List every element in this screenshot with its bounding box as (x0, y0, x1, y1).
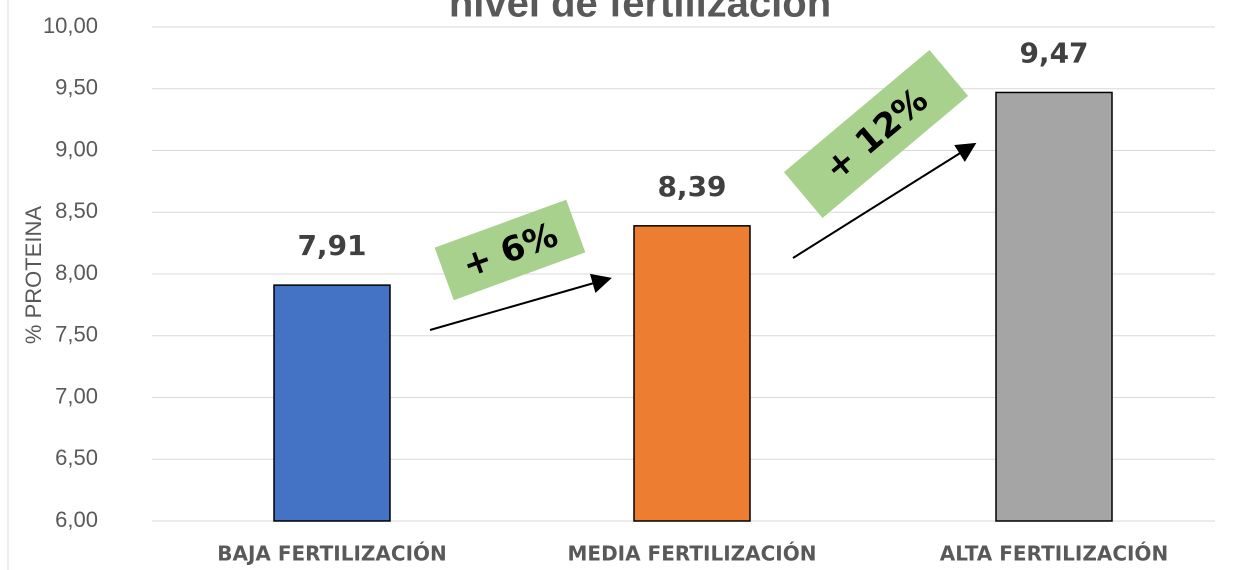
arrow (792, 142, 977, 259)
y-tick-label: 9,50 (55, 75, 98, 100)
value-label: 9,47 (1019, 36, 1088, 69)
chart-title: nivel de fertilización (449, 0, 831, 26)
y-tick-label: 7,00 (55, 383, 98, 408)
value-label: 8,39 (657, 170, 726, 203)
y-axis-title: % PROTEINA (21, 206, 46, 344)
x-tick-label: ALTA FERTILIZACIÓN (940, 542, 1168, 566)
y-tick-label: 9,00 (55, 136, 98, 161)
y-tick-label: 8,00 (55, 260, 98, 285)
x-tick-label: MEDIA FERTILIZACIÓN (568, 542, 817, 566)
y-tick-label: 7,50 (55, 322, 98, 347)
bar (633, 225, 751, 522)
annotation-bg (434, 199, 586, 301)
annotation-bg (783, 49, 969, 219)
bar (995, 91, 1113, 522)
value-label: 7,91 (297, 229, 366, 262)
x-tick-label: BAJA FERTILIZACIÓN (217, 542, 447, 566)
annotation-box: + 6% (434, 199, 586, 301)
y-tick-label: 6,00 (55, 507, 98, 532)
bar (273, 284, 391, 522)
bars (273, 91, 1113, 522)
y-tick-label: 6,50 (55, 445, 98, 470)
y-tick-label: 10,00 (43, 13, 98, 38)
y-tick-label: 8,50 (55, 198, 98, 223)
arrow (429, 273, 612, 331)
annotation-box: + 12% (783, 49, 969, 219)
